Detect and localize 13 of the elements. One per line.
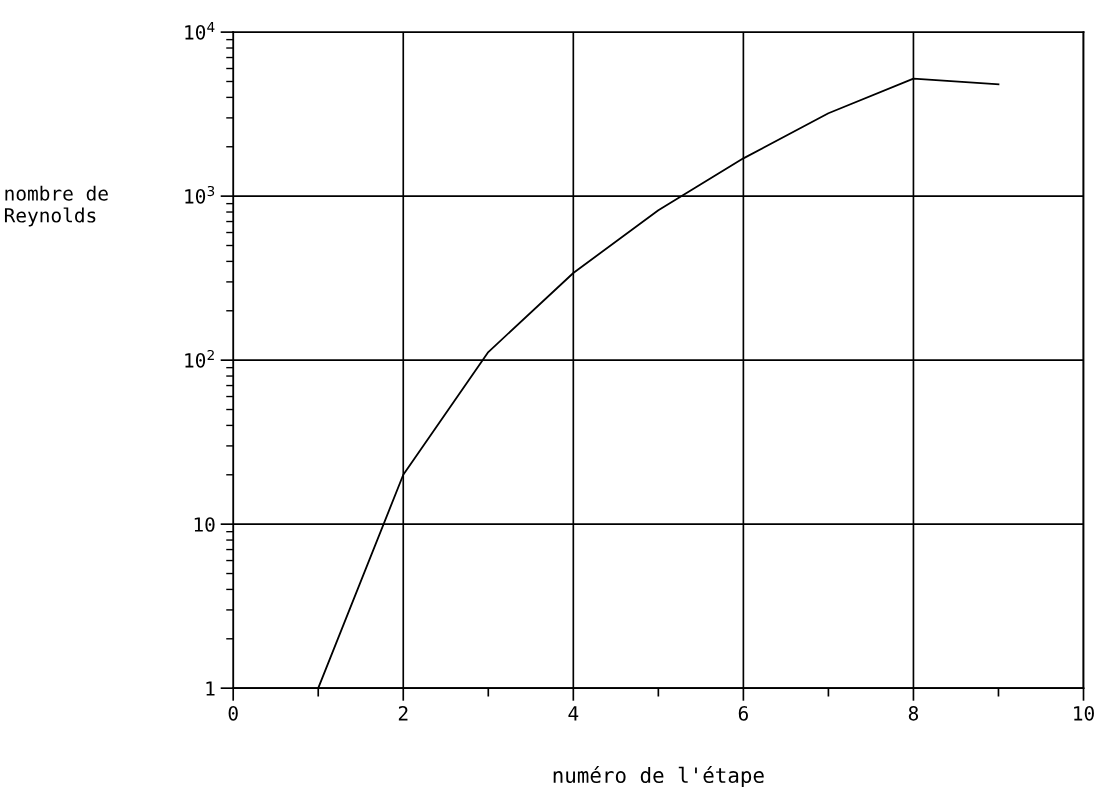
- y-tick-label: 10$^{4}$: [185, 22, 215, 40]
- x-axis-title: numéro de l'étape: [553, 766, 764, 788]
- x-tick-label: 8: [908, 705, 919, 721]
- x-tick-label: 10: [1074, 705, 1094, 721]
- y-tick-label: 10$^{3}$: [185, 185, 215, 204]
- y-axis-title: nombre de Reynolds: [4, 185, 108, 227]
- y-tick-label: 10$^{2}$: [185, 349, 214, 368]
- x-tick-label: 6: [738, 705, 748, 721]
- y-tick-label: 10: [194, 517, 215, 532]
- x-tick-label: 2: [398, 705, 408, 721]
- x-tick-label: 0: [228, 705, 238, 721]
- y-tick-label: 1: [206, 681, 215, 696]
- x-tick-label: 4: [568, 706, 579, 721]
